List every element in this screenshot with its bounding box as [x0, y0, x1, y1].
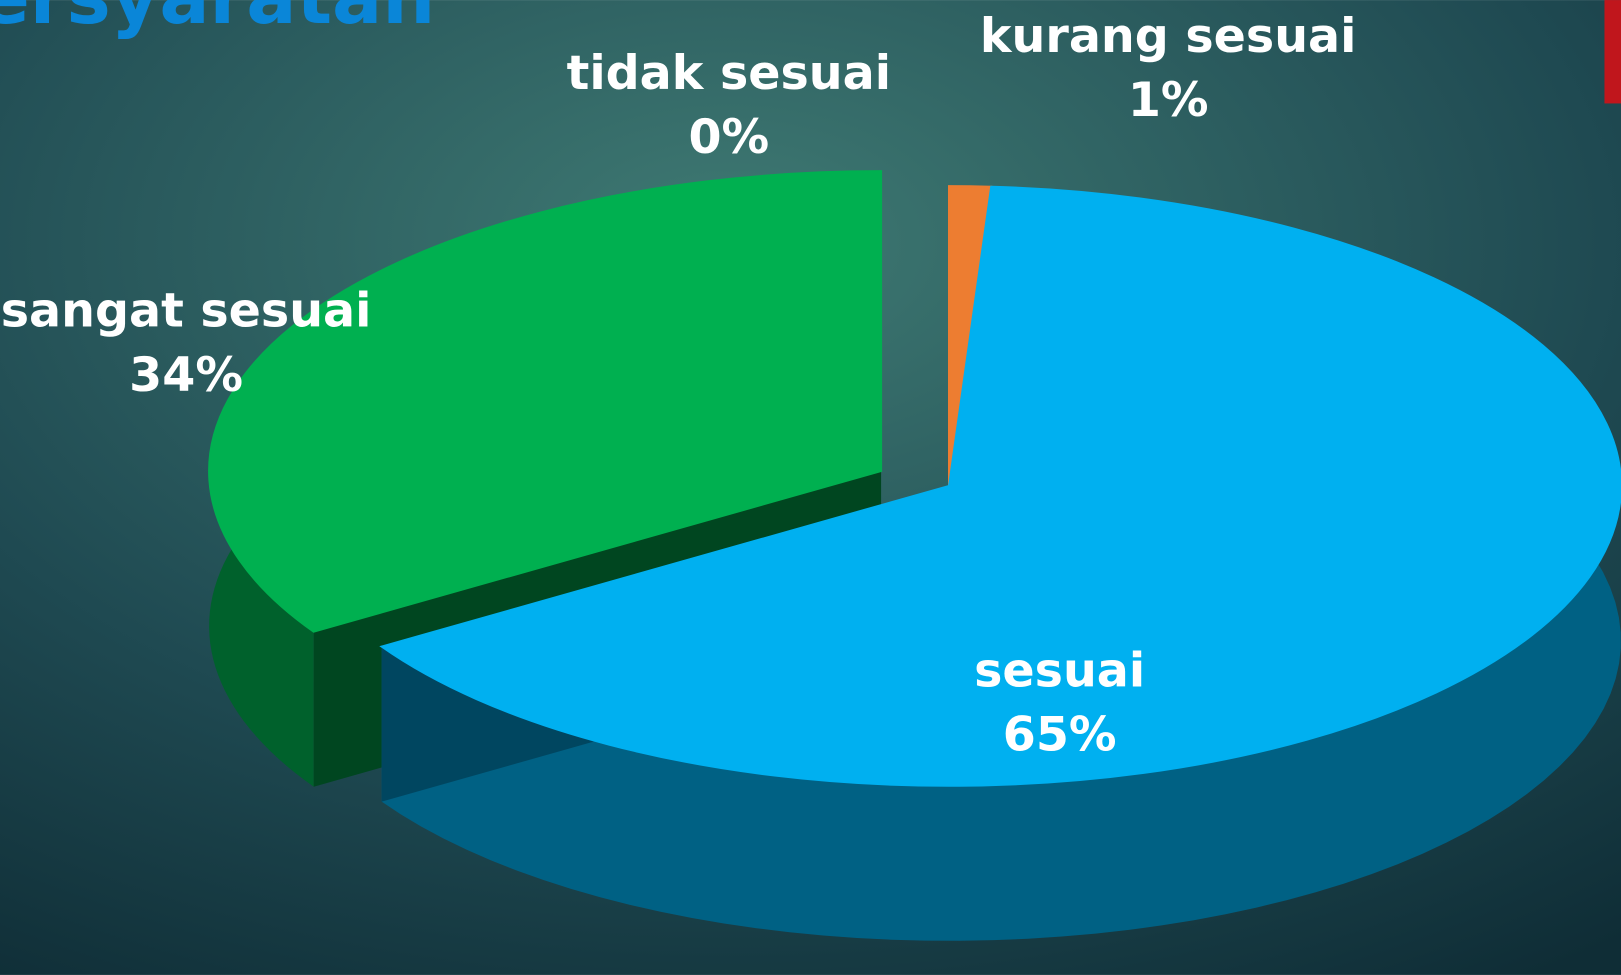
slice-top	[379, 185, 1621, 787]
pie	[208, 170, 1621, 941]
data-label-name: sangat sesuai	[1, 284, 372, 339]
labels: tidak sesuai 0% kurang sesuai 1% sesuai 65% sa…	[1, 9, 1357, 763]
accent-bar	[1604, 0, 1621, 104]
data-label-value: 65%	[1003, 708, 1117, 763]
chart-title: ersyaratan	[0, 0, 435, 41]
data-label-name: kurang sesuai	[980, 9, 1357, 64]
data-label-name: sesuai	[974, 644, 1145, 699]
data-label-value: 1%	[1128, 73, 1209, 128]
data-label-value: 0%	[688, 110, 769, 165]
slice-top	[208, 170, 883, 633]
data-label-name: tidak sesuai	[567, 46, 891, 101]
data-label-value: 34%	[129, 348, 243, 403]
